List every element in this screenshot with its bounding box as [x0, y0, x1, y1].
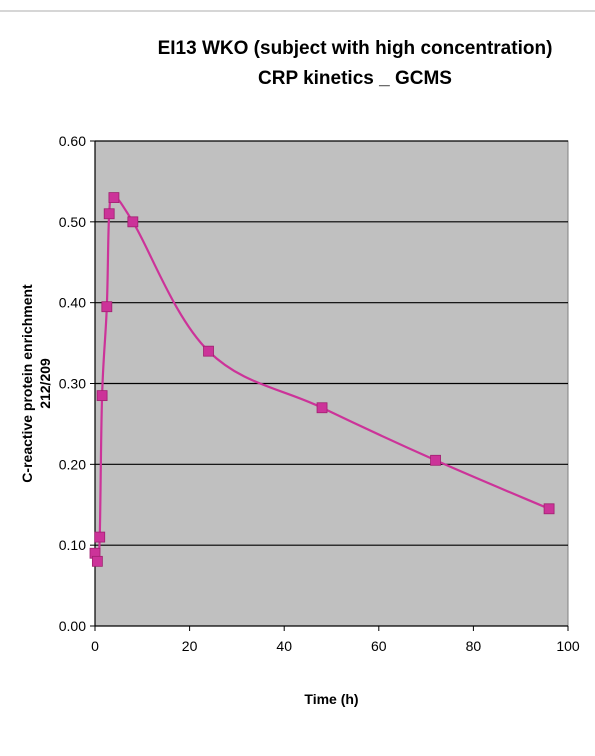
y-tick-label: 0.00 — [59, 618, 86, 634]
y-tick-label: 0.50 — [59, 214, 86, 230]
x-axis-ticks: 0 20 40 60 80 100 — [91, 626, 580, 654]
chart-title: EI13 WKO (subject with high concentratio… — [157, 38, 553, 59]
data-point-marker — [127, 216, 139, 228]
data-point-marker — [94, 531, 106, 543]
top-border — [0, 0, 595, 12]
y-axis-label: C-reactive protein enrichment — [19, 284, 35, 483]
x-tick-label: 40 — [276, 638, 292, 654]
x-tick-label: 0 — [91, 638, 99, 654]
data-point-marker — [430, 454, 441, 466]
y-axis-ticks: 0.00 0.10 0.20 0.30 0.40 0.50 0.60 — [59, 133, 95, 634]
y-tick-label: 0.60 — [59, 133, 86, 149]
x-tick-label: 80 — [466, 638, 482, 654]
data-point-marker — [543, 503, 555, 515]
data-point-marker — [108, 192, 120, 203]
y-tick-label: 0.20 — [59, 456, 86, 472]
y-tick-label: 0.10 — [59, 537, 86, 553]
chart-subtitle: CRP kinetics _ GCMS — [258, 68, 452, 89]
data-point-marker — [316, 402, 328, 414]
data-point-marker — [101, 301, 113, 313]
x-tick-label: 20 — [182, 638, 198, 654]
data-point-marker — [203, 345, 214, 357]
y-tick-label: 0.40 — [59, 295, 86, 311]
data-point-marker — [103, 208, 115, 220]
data-point-marker — [96, 390, 108, 402]
data-point-marker — [91, 555, 103, 567]
x-axis-label: Time (h) — [304, 691, 358, 707]
data-points — [89, 192, 555, 567]
y-tick-label: 0.30 — [59, 376, 86, 392]
x-tick-label: 60 — [371, 638, 387, 654]
x-tick-label: 100 — [556, 638, 580, 654]
y-axis-label-unit: 212/209 — [37, 358, 53, 409]
